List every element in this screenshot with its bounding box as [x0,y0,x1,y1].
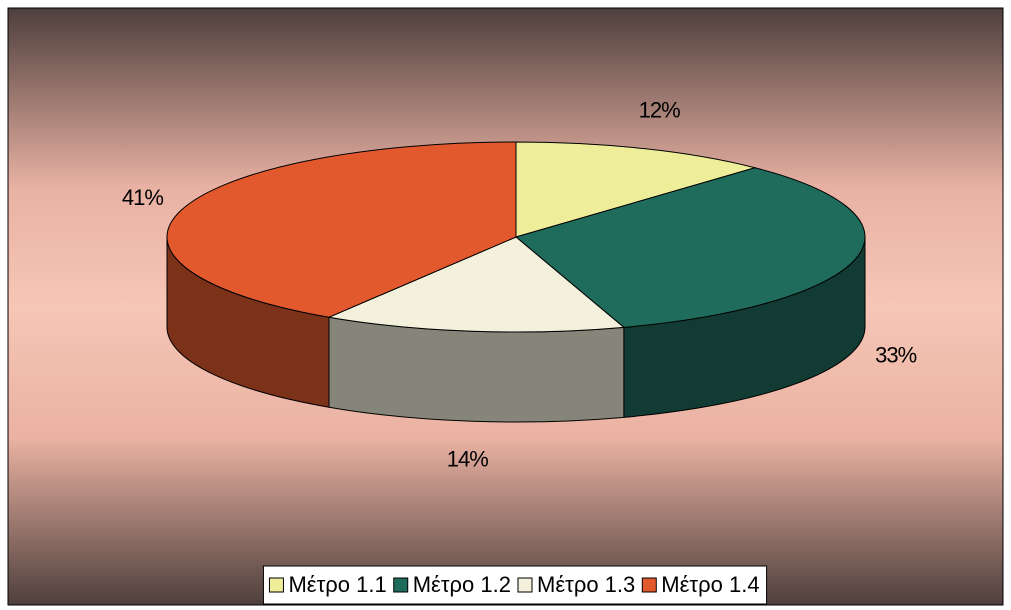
slice [166,141,517,318]
slice-side [328,316,625,423]
legend-swatch [517,577,533,593]
slice [514,167,866,328]
legend-label: Μέτρο 1.2 [413,572,511,597]
data-label: 41% [122,185,163,210]
legend-label: Μέτρο 1.3 [537,572,635,597]
slice [515,141,757,238]
data-label: 14% [447,447,488,472]
legend-box [262,565,768,605]
legend-swatch [268,577,284,593]
legend-label: Μέτρο 1.1 [288,572,386,597]
slice [327,236,626,333]
legend: Μέτρο 1.1 Μέτρο 1.2 Μέτρο 1.3 Μέτρο 1.4 [262,565,768,605]
legend-label: Μέτρο 1.4 [661,572,759,597]
data-label: 33% [875,342,916,367]
legend-swatch [393,577,409,593]
legend-swatch [641,577,657,593]
data-label: 12% [639,97,680,122]
pie: 12% 33% 14% 41% [122,97,918,472]
